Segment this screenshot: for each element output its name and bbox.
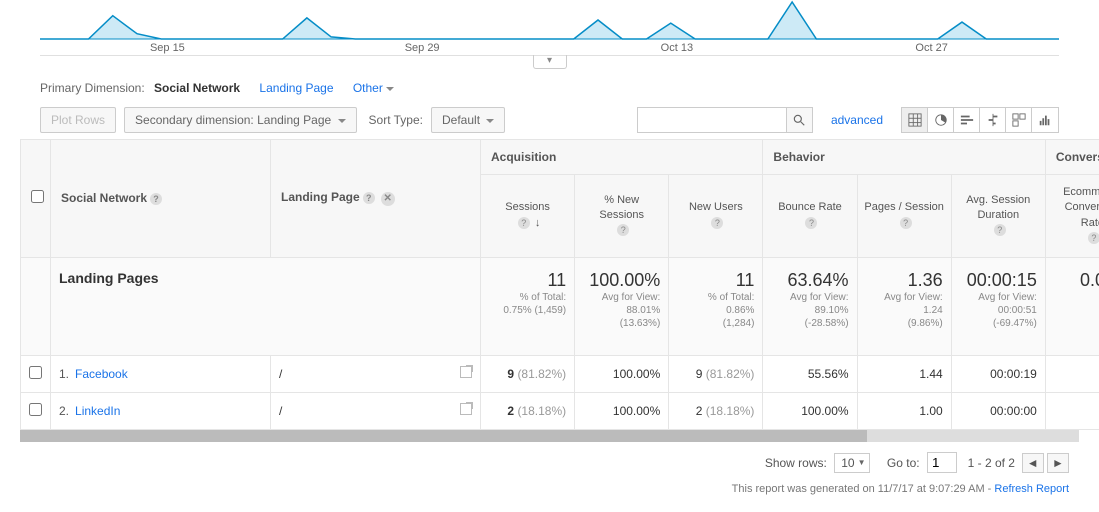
goto-label: Go to: xyxy=(887,456,920,470)
table-row: 2.LinkedIn/2 (18.18%)100.00%2 (18.18%)10… xyxy=(21,392,1099,429)
group-behavior: Behavior xyxy=(763,140,1045,175)
metric-header[interactable]: % New Sessions? xyxy=(575,175,669,258)
pagination-range: 1 - 2 of 2 xyxy=(968,456,1015,470)
open-external-icon[interactable] xyxy=(460,366,472,378)
dim2-header[interactable]: Landing Page?✕ xyxy=(271,140,481,258)
view-table-button[interactable] xyxy=(902,108,928,132)
dimension-link[interactable]: LinkedIn xyxy=(75,404,120,418)
help-icon[interactable]: ? xyxy=(805,217,817,229)
show-rows-select[interactable]: 10 xyxy=(834,453,869,473)
search-icon xyxy=(792,113,806,127)
view-cloud-button[interactable] xyxy=(1032,108,1058,132)
metric-header[interactable]: Sessions? ↓ xyxy=(481,175,575,258)
view-toggle-group xyxy=(901,107,1059,133)
search-input[interactable] xyxy=(637,107,787,133)
group-acquisition: Acquisition xyxy=(481,140,763,175)
primary-dimension-label: Primary Dimension: xyxy=(40,81,145,95)
data-table: Social Network? Landing Page?✕ Acquisiti… xyxy=(20,139,1099,430)
x-axis-tick: Sep 29 xyxy=(295,42,550,54)
select-all-checkbox[interactable] xyxy=(31,190,44,203)
x-axis-tick: Oct 13 xyxy=(550,42,805,54)
help-icon[interactable]: ? xyxy=(1088,232,1099,244)
landing-path: / xyxy=(279,367,282,381)
x-axis-tick: Oct 27 xyxy=(804,42,1059,54)
chart-svg xyxy=(40,0,1059,40)
pivot-icon xyxy=(1012,113,1026,127)
metric-header[interactable]: New Users? xyxy=(669,175,763,258)
help-icon[interactable]: ? xyxy=(994,224,1006,236)
open-external-icon[interactable] xyxy=(460,403,472,415)
primary-dimension-other[interactable]: Other xyxy=(353,81,394,95)
help-icon[interactable]: ? xyxy=(900,217,912,229)
table-row: 1.Facebook/9 (81.82%)100.00%9 (81.82%)55… xyxy=(21,355,1099,392)
help-icon[interactable]: ? xyxy=(150,193,162,205)
checkbox-header xyxy=(21,140,51,258)
metric-header[interactable]: Bounce Rate? xyxy=(763,175,857,258)
timeline-chart: Sep 15Sep 29Oct 13Oct 27 xyxy=(0,0,1099,55)
metric-header[interactable]: Ecommerce Conversion Rate? xyxy=(1045,175,1099,258)
help-icon[interactable]: ? xyxy=(518,217,530,229)
summary-label: Landing Pages xyxy=(59,270,472,286)
advanced-link[interactable]: advanced xyxy=(831,113,883,127)
comparison-icon xyxy=(986,113,1000,127)
primary-dimension-link[interactable]: Landing Page xyxy=(259,81,333,95)
refresh-report-link[interactable]: Refresh Report xyxy=(994,483,1069,495)
plot-rows-button[interactable]: Plot Rows xyxy=(40,107,116,133)
dimension-link[interactable]: Facebook xyxy=(75,367,128,381)
pagination-footer: Show rows: 10 Go to: 1 - 2 of 2 ◄ ► xyxy=(0,442,1099,479)
horizontal-scrollbar[interactable] xyxy=(20,430,1079,442)
sort-type-button[interactable]: Default xyxy=(431,107,505,133)
view-pie-button[interactable] xyxy=(928,108,954,132)
next-page-button[interactable]: ► xyxy=(1047,453,1069,473)
metric-header[interactable]: Pages / Session? xyxy=(857,175,951,258)
show-rows-label: Show rows: xyxy=(765,456,827,470)
help-icon[interactable]: ? xyxy=(363,192,375,204)
chart-expander[interactable]: ▾ xyxy=(533,55,567,69)
secondary-dimension-button[interactable]: Secondary dimension: Landing Page xyxy=(124,107,356,133)
primary-dimension-row: Primary Dimension: Social Network Landin… xyxy=(0,69,1099,101)
bar-icon xyxy=(960,113,974,127)
prev-page-button[interactable]: ◄ xyxy=(1022,453,1044,473)
help-icon[interactable]: ? xyxy=(617,224,629,236)
group-conversions: Conversions xyxy=(1045,140,1099,175)
search-button[interactable] xyxy=(787,107,813,133)
view-pivot-button[interactable] xyxy=(1006,108,1032,132)
report-generated-text: This report was generated on 11/7/17 at … xyxy=(0,479,1099,505)
dim1-header[interactable]: Social Network? xyxy=(51,140,271,258)
landing-path: / xyxy=(279,404,282,418)
view-bar-button[interactable] xyxy=(954,108,980,132)
help-icon[interactable]: ? xyxy=(711,217,723,229)
view-comparison-button[interactable] xyxy=(980,108,1006,132)
sort-type-label: Sort Type: xyxy=(369,113,423,127)
metric-header[interactable]: Avg. Session Duration? xyxy=(951,175,1045,258)
table-toolbar: Plot Rows Secondary dimension: Landing P… xyxy=(0,101,1099,139)
row-checkbox[interactable] xyxy=(29,366,42,379)
bars-icon xyxy=(1038,113,1052,127)
primary-dimension-active[interactable]: Social Network xyxy=(154,81,240,95)
x-axis-tick: Sep 15 xyxy=(40,42,295,54)
pie-icon xyxy=(934,113,948,127)
table-icon xyxy=(908,113,922,127)
row-checkbox[interactable] xyxy=(29,403,42,416)
summary-row: Landing Pages11% of Total:0.75% (1,459)1… xyxy=(21,257,1099,355)
remove-dimension-button[interactable]: ✕ xyxy=(381,192,395,206)
goto-input[interactable] xyxy=(927,452,957,473)
